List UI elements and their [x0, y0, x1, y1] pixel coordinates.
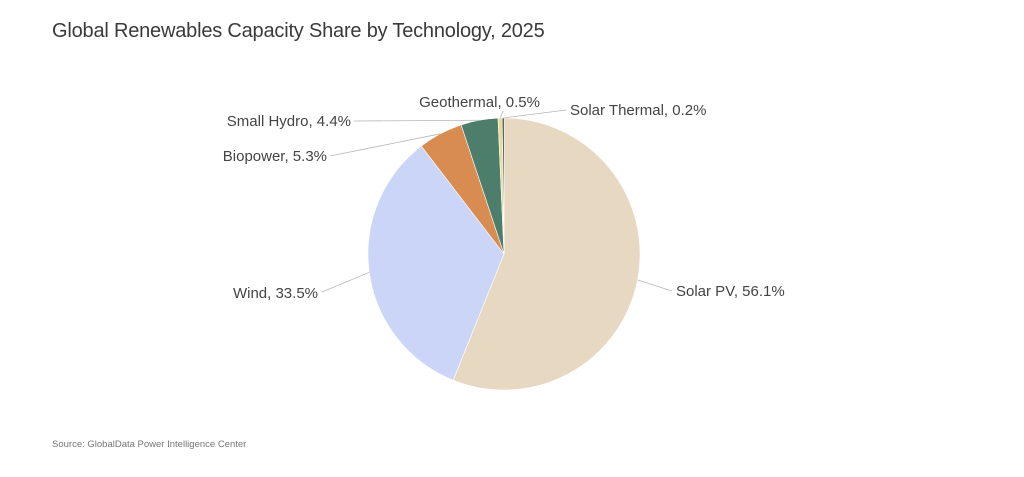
data-label-solar-thermal: Solar Thermal, 0.2%	[570, 102, 706, 119]
data-label-biopower: Biopower, 5.3%	[223, 148, 327, 165]
data-label-small-hydro: Small Hydro, 4.4%	[227, 113, 351, 130]
pie-slice-solar-pv	[452, 117, 641, 391]
leader-line-solar-thermal	[503, 109, 567, 119]
leader-line-small-hydro	[353, 119, 480, 122]
leader-line-biopower	[329, 133, 441, 157]
source-note: Source: GlobalData Power Intelligence Ce…	[52, 439, 247, 450]
leader-line-wind	[321, 271, 370, 293]
leader-line-solar-pv	[637, 279, 673, 292]
data-label-solar-pv: Solar PV, 56.1%	[676, 283, 785, 300]
chart-title: Global Renewables Capacity Share by Tech…	[52, 20, 545, 42]
leader-line-geothermal	[499, 110, 504, 119]
data-label-wind: Wind, 33.5%	[233, 285, 318, 302]
data-label-geothermal: Geothermal, 0.5%	[419, 94, 540, 111]
